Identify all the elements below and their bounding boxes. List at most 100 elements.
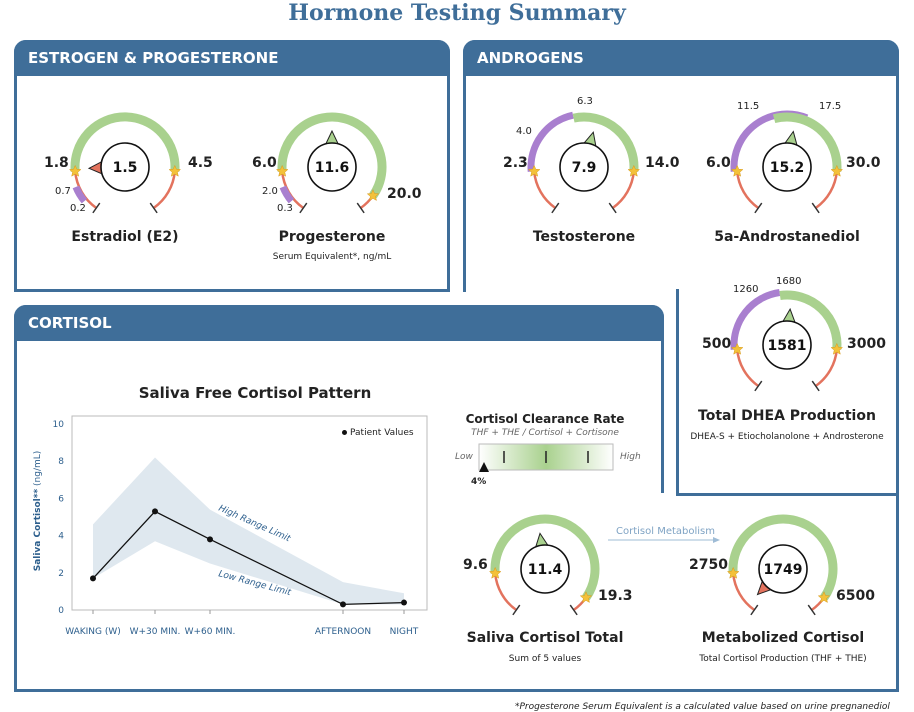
testosterone-range-star-1 [627,164,641,177]
chart-plot-frame [71,415,428,611]
androstanediol-gauge-group: 15.2 [730,110,844,214]
saliva_total-range-star-0 [488,566,502,579]
dhea-gauge-group: 1581 [730,289,844,392]
progesterone-value-text: 11.6 [315,160,350,176]
saliva-total-low-label: 9.6 [463,557,488,573]
testosterone-arc-purple-1 [527,111,574,172]
estradiol-range-star-0 [68,164,82,177]
androstanediol-low-label: 6.0 [706,155,731,171]
testosterone-mark2-label: 6.3 [577,96,593,107]
androstanediol-range-star-1 [830,164,844,177]
androstanediol-mark2-label: 17.5 [819,101,842,112]
chart-xtick-label: WAKING (W) [65,627,121,637]
metabolized-low-label: 2750 [689,557,728,573]
androstanediol-value-text: 15.2 [770,160,805,176]
estradiol-arc-purple-1 [72,185,88,204]
androgens-lower-panel [676,289,899,496]
clearance-marker [479,462,489,472]
saliva-total-name: Saliva Cortisol Total [466,630,624,646]
dhea-arc-green-2 [779,290,842,350]
chart-ytick-label: 4 [58,532,64,542]
metabolized-name: Metabolized Cortisol [701,630,865,646]
estradiol-range-star-1 [168,164,182,177]
dhea-mark2-label: 1680 [776,276,802,287]
progesterone-low-inner-label: 2.0 [262,186,278,197]
estradiol-high-label: 4.5 [188,155,213,171]
saliva_total-end-tick-1 [569,604,578,616]
cortisol-header: CORTISOL [14,305,664,341]
chart-patient-point [207,536,213,543]
dhea-arc-red-3 [814,349,839,388]
legend-label: Patient Values [350,428,414,438]
clearance-value-label: 4% [471,477,487,487]
page-title: Hormone Testing Summary [288,0,626,26]
testosterone-range-star-0 [527,164,541,177]
saliva_total-value-circle [520,544,570,594]
estradiol-gauge-group: 1.5 [68,112,182,214]
footnote: *Progesterone Serum Equivalent is a calc… [515,702,890,712]
legend-dot [342,430,347,435]
clearance-subtitle: THF + THE / Cortisol + Cortisone [471,428,619,438]
progesterone-name: Progesterone [278,229,386,245]
dhea-end-tick-1 [811,380,820,392]
testosterone-end-tick-0 [551,202,560,214]
estradiol-end-tick-1 [149,202,158,214]
chart-ytick-label: 0 [58,606,64,616]
metabolized-sub: Total Cortisol Production (THF + THE) [699,654,867,664]
clearance-title: Cortisol Clearance Rate [465,412,625,426]
chart-xtick-label: NIGHT [390,627,419,637]
dhea-name: Total DHEA Production [698,408,876,424]
testosterone-gauge-group: 7.9 [527,111,641,214]
estradiol-value-text: 1.5 [113,160,138,176]
chart-ytick-label: 10 [53,420,65,430]
estradiol-end-tick-0 [92,202,101,214]
metabolized-end-tick-0 [750,604,759,616]
testosterone-value-text: 7.9 [572,160,597,176]
cortisol-metabolism-label: Cortisol Metabolism [616,526,715,537]
estradiol-name: Estradiol (E2) [71,229,179,245]
dhea-range-star-1 [830,342,844,355]
androstanediol-high-label: 30.0 [846,155,881,171]
chart-legend: Patient Values [342,428,414,438]
chart-xtick-label: W+30 MIN. [130,627,181,637]
androstanediol-end-tick-1 [811,202,820,214]
dhea-end-tick-0 [754,380,763,392]
chart-xtick-label: AFTERNOON [315,627,371,637]
cortisol-metabolism-arrow [608,537,720,543]
progesterone-end-tick-0 [299,202,308,214]
progesterone-arc-green-2 [277,112,387,199]
androstanediol-end-tick-0 [754,202,763,214]
clearance-bar [478,443,614,471]
progesterone-arc-purple-1 [279,185,295,204]
progesterone-low-min-label: 0.3 [277,203,293,214]
metabolized-end-tick-1 [807,604,816,616]
metabolized-value-text: 1749 [764,562,803,578]
progesterone-sub: Serum Equivalent*, ng/mL [272,252,392,262]
dhea-range-star-0 [730,342,744,355]
clearance-bar-group [478,443,614,472]
metabolized-arc-red-0 [731,573,756,612]
progesterone-high-label: 20.0 [387,186,422,202]
testosterone-value-circle [559,142,609,192]
testosterone-arc-green-2 [572,112,639,172]
chart-xtick-label: W+60 MIN. [185,627,236,637]
saliva-total-high-label: 19.3 [598,588,633,604]
progesterone-range-star-0 [275,164,289,177]
chart-patient-point [340,601,346,608]
progesterone-value-circle [307,142,357,192]
metabolized-range-star-1 [817,591,831,604]
testosterone-name: Testosterone [532,229,636,245]
metabolized-range-star-0 [726,566,740,579]
metabolized-arc-green-1 [728,514,838,601]
androstanediol-name: 5a-Androstanediol [714,229,860,245]
chart-patient-point [152,508,158,515]
dhea-arc-purple-1 [730,289,781,350]
estradiol-value-circle [100,142,150,192]
dhea-low-label: 500 [702,336,732,352]
dhea-sub: DHEA-S + Etiocholanolone + Androsterone [690,432,884,442]
testosterone-arc-red-3 [611,171,636,210]
androstanediol-value-circle [762,142,812,192]
chart-range-band [93,457,404,605]
chart-ytick-label: 8 [58,457,64,467]
